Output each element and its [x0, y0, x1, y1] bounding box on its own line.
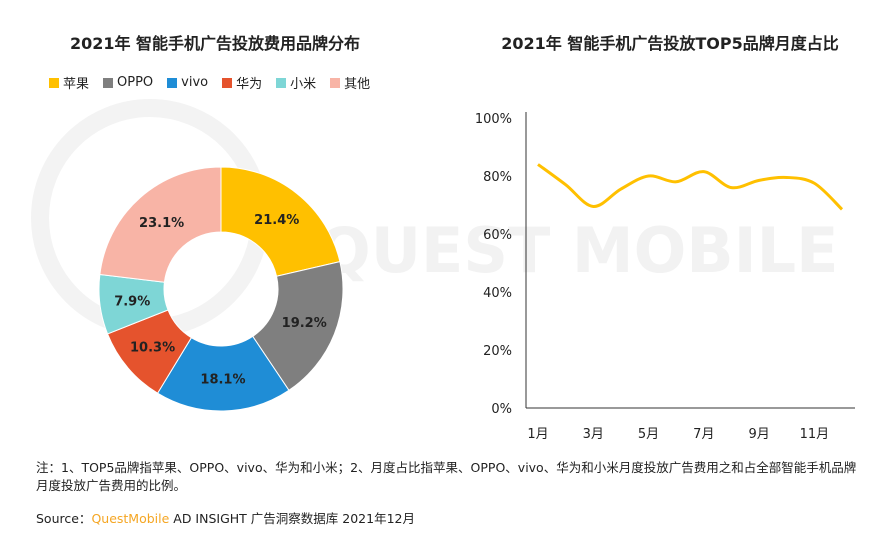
legend-swatch [103, 77, 114, 88]
legend-swatch [276, 77, 287, 88]
donut-slice-5 [99, 166, 222, 283]
donut-legend: 苹果 OPPO vivo 华为 小米 其他 [49, 73, 370, 92]
x-tick-label: 1月 [527, 427, 548, 442]
legend-label: 小米 [290, 77, 317, 92]
x-tick-label: 11月 [800, 427, 830, 442]
donut-slice-label: 7.9% [114, 294, 150, 309]
donut-slice-label: 19.2% [282, 316, 327, 331]
legend-item-other: 其他 [330, 73, 370, 92]
x-tick-label: 3月 [583, 427, 604, 442]
legend-item-apple: 苹果 [49, 73, 89, 92]
y-tick-label: 60% [483, 228, 512, 243]
source-suffix: AD INSIGHT 广告洞察数据库 2021年12月 [169, 511, 415, 526]
donut-slice-label: 23.1% [139, 216, 184, 231]
watermark-text: QUEST MOBILE [318, 214, 839, 287]
donut-slice-2 [156, 335, 290, 412]
donut-chart-title: 2021年 智能手机广告投放费用品牌分布 [69, 34, 361, 53]
donut-slice-1 [252, 261, 344, 392]
donut-slice-0 [220, 166, 341, 277]
y-tick-label: 40% [483, 286, 512, 301]
donut-chart: 21.4% 19.2% 18.1% 10.3% 7.9% 23.1% [98, 166, 344, 412]
x-tick-label: 9月 [748, 427, 769, 442]
legend-item-oppo: OPPO [103, 73, 153, 92]
legend-swatch [330, 77, 341, 88]
legend-label: 苹果 [63, 77, 90, 92]
source-brand: QuestMobile [91, 511, 170, 526]
legend-label: vivo [181, 75, 209, 90]
y-tick-label: 100% [475, 112, 512, 127]
legend-label: OPPO [117, 75, 154, 90]
footnote: 注：1、TOP5品牌指苹果、OPPO、vivo、华为和小米；2、月度占比指苹果、… [36, 460, 857, 493]
legend-swatch [222, 77, 233, 88]
source-line: Source：QuestMobile AD INSIGHT 广告洞察数据库 20… [36, 508, 415, 527]
line-series-0 [537, 163, 844, 211]
legend-item-xiaomi: 小米 [276, 73, 316, 92]
line-chart-title: 2021年 智能手机广告投放TOP5品牌月度占比 [501, 34, 839, 53]
y-tick-label: 80% [483, 170, 512, 185]
x-tick-label: 5月 [638, 427, 659, 442]
source-prefix: Source： [36, 511, 92, 526]
legend-swatch [49, 77, 59, 88]
donut-slice-label: 18.1% [200, 372, 245, 387]
donut-slice-label: 21.4% [254, 213, 299, 228]
legend-swatch [167, 77, 178, 88]
y-tick-label: 0% [491, 402, 512, 417]
x-tick-label: 7月 [693, 427, 714, 442]
y-tick-label: 20% [483, 344, 512, 359]
donut-slice-label: 10.3% [130, 341, 175, 356]
line-chart: 0% 20% 40% 60% 80% 100% 1月 3月 5月 7月 9月 11月 [475, 112, 855, 442]
legend-item-vivo: vivo [167, 73, 208, 92]
legend-label: 华为 [236, 77, 263, 92]
legend-label: 其他 [344, 77, 371, 92]
legend-item-huawei: 华为 [222, 73, 262, 92]
